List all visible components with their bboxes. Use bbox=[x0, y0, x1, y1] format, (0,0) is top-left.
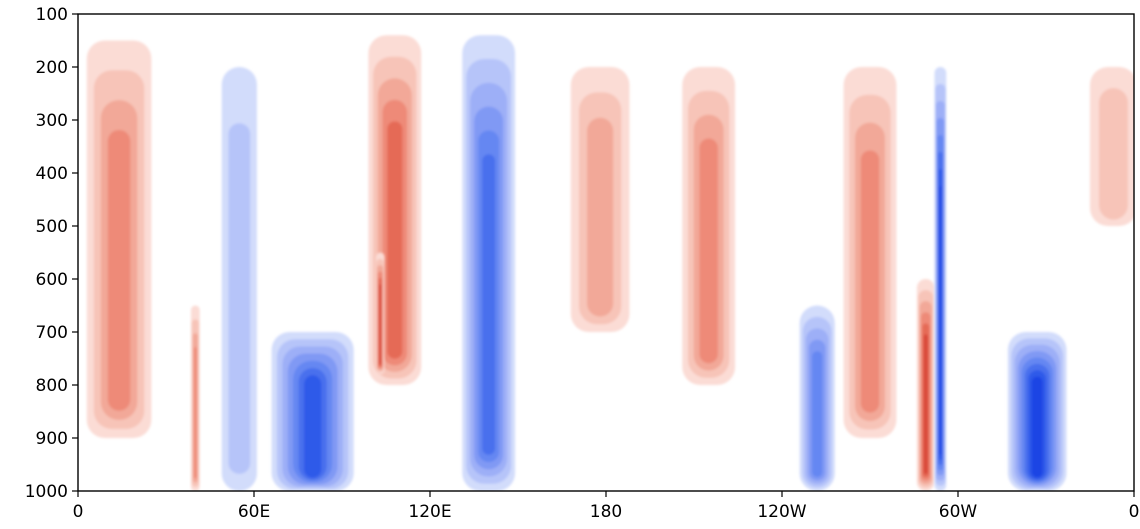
x-tick-label: 180 bbox=[590, 502, 622, 522]
x-tick-label: 60E bbox=[238, 502, 270, 522]
contour-feature-13 bbox=[934, 67, 947, 491]
y-tick-label: 600 bbox=[36, 270, 68, 290]
contour-band bbox=[699, 138, 718, 364]
contour-feature-11 bbox=[843, 67, 897, 438]
y-tick-label: 800 bbox=[36, 376, 68, 396]
contour-feature-9 bbox=[682, 67, 736, 385]
contour-feature-14 bbox=[1007, 332, 1067, 491]
contour-feature-3 bbox=[221, 67, 257, 491]
x-tick-label: 0 bbox=[1129, 502, 1140, 522]
contour-feature-6 bbox=[375, 252, 385, 375]
contour-band bbox=[387, 121, 403, 359]
x-tick-label: 120W bbox=[757, 502, 806, 522]
contour-feature-2 bbox=[190, 305, 200, 491]
contour-feature-12 bbox=[916, 279, 935, 491]
contour-feature-7 bbox=[462, 35, 516, 491]
y-tick-label: 700 bbox=[36, 323, 68, 343]
contour-band bbox=[587, 117, 614, 317]
contour-band bbox=[304, 375, 322, 478]
y-tick-label: 200 bbox=[36, 58, 68, 78]
x-tick-label: 120E bbox=[408, 502, 451, 522]
contour-band bbox=[482, 154, 496, 455]
y-tick-label: 900 bbox=[36, 429, 68, 449]
contour-band bbox=[860, 150, 880, 413]
y-tick-label: 400 bbox=[36, 164, 68, 184]
y-tick-label: 100 bbox=[36, 5, 68, 25]
contour-feature-1 bbox=[86, 40, 152, 438]
contour-feature-8 bbox=[570, 67, 630, 332]
contour-band bbox=[939, 186, 942, 455]
y-axis: 100 200 300 400 500 600 700 800 900 1000 bbox=[25, 5, 78, 502]
contour-feature-10 bbox=[799, 305, 835, 491]
contour-band bbox=[378, 284, 382, 365]
contour-band bbox=[228, 123, 251, 474]
contour-band bbox=[107, 129, 131, 411]
x-axis: 0 60E 120E 180 120W 60W 0 bbox=[73, 491, 1140, 522]
contour-band bbox=[1031, 376, 1043, 478]
contour-band bbox=[812, 351, 823, 478]
x-tick-label: 60W bbox=[939, 502, 978, 522]
contour-band bbox=[193, 347, 197, 479]
y-tick-label: 500 bbox=[36, 217, 68, 237]
y-tick-label: 1000 bbox=[25, 482, 68, 502]
contour-field bbox=[86, 35, 1134, 491]
contour-feature-15 bbox=[1090, 67, 1134, 226]
x-tick-label: 0 bbox=[73, 502, 84, 522]
contour-feature-4 bbox=[271, 332, 354, 491]
contour-band bbox=[1099, 88, 1128, 220]
contour-band bbox=[923, 334, 928, 475]
y-tick-label: 300 bbox=[36, 111, 68, 131]
